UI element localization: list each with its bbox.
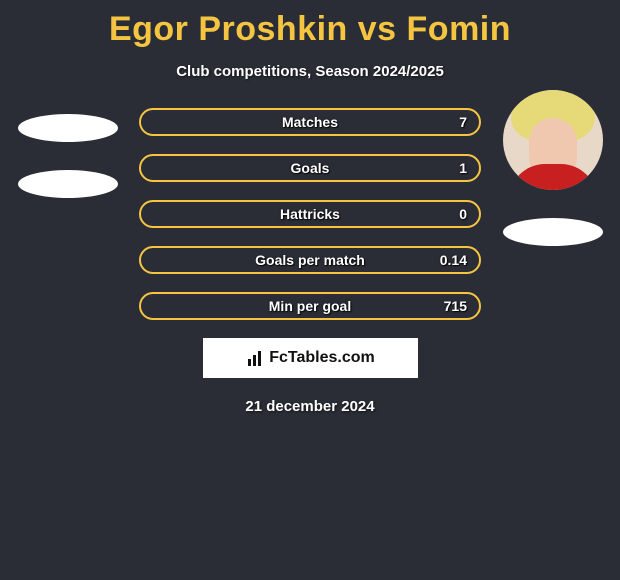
stat-label: Min per goal bbox=[269, 298, 351, 314]
player-right-column bbox=[485, 108, 620, 246]
stat-value-right: 715 bbox=[444, 298, 467, 314]
stat-label: Hattricks bbox=[280, 206, 340, 222]
stat-bars: Matches 7 Goals 1 Hattricks 0 Goals per … bbox=[139, 108, 481, 320]
stat-bar-goals: Goals 1 bbox=[139, 154, 481, 182]
brand-box: FcTables.com bbox=[203, 338, 418, 378]
comparison-content: Matches 7 Goals 1 Hattricks 0 Goals per … bbox=[0, 108, 620, 415]
player-right-avatar bbox=[503, 90, 603, 190]
stat-value-right: 0 bbox=[459, 206, 467, 222]
stat-bar-hattricks: Hattricks 0 bbox=[139, 200, 481, 228]
stat-bar-min-per-goal: Min per goal 715 bbox=[139, 292, 481, 320]
player-left-column bbox=[0, 108, 135, 198]
player-right-badge-placeholder bbox=[503, 218, 603, 246]
stat-bar-matches: Matches 7 bbox=[139, 108, 481, 136]
subtitle: Club competitions, Season 2024/2025 bbox=[0, 63, 620, 80]
bar-chart-icon bbox=[245, 348, 265, 368]
date-text: 21 december 2024 bbox=[0, 398, 620, 415]
player-left-badge-placeholder bbox=[18, 170, 118, 198]
stat-value-right: 1 bbox=[459, 160, 467, 176]
brand-text: FcTables.com bbox=[269, 349, 375, 367]
stat-value-right: 0.14 bbox=[440, 252, 467, 268]
page-title: Egor Proshkin vs Fomin bbox=[0, 0, 620, 49]
stat-label: Goals bbox=[291, 160, 330, 176]
stat-label: Goals per match bbox=[255, 252, 365, 268]
player-left-avatar-placeholder bbox=[18, 114, 118, 142]
stat-value-right: 7 bbox=[459, 114, 467, 130]
stat-label: Matches bbox=[282, 114, 338, 130]
stat-bar-goals-per-match: Goals per match 0.14 bbox=[139, 246, 481, 274]
